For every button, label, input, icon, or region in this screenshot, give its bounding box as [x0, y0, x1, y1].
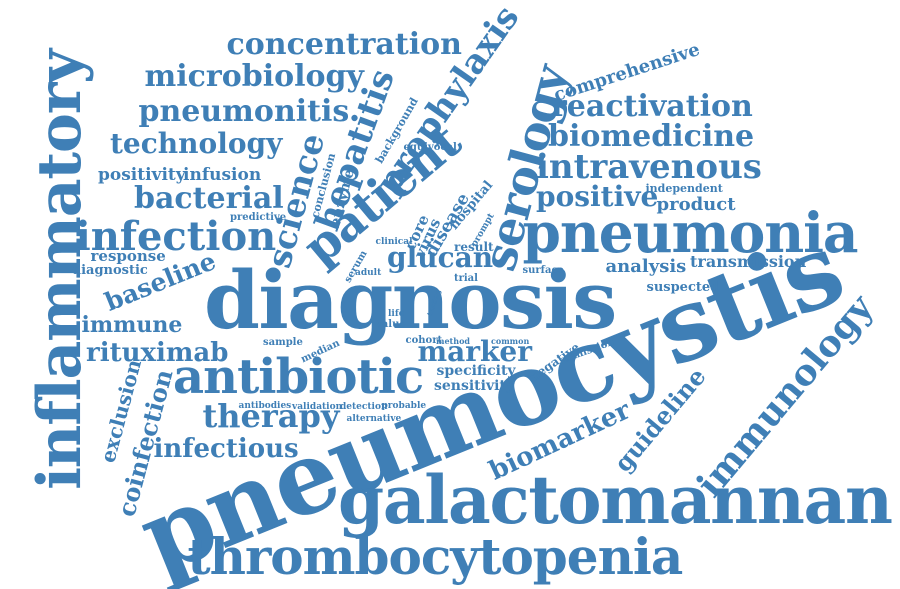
word-diagnostic: diagnostic [72, 264, 148, 277]
word-antibodies: antibodies [239, 402, 292, 411]
word-alternative: alternative [347, 415, 402, 424]
word-specificity: specificity [437, 364, 516, 378]
word-probable: probable [382, 402, 427, 411]
word-positive: positive [536, 183, 658, 211]
word-bacterial: bacterial [134, 184, 284, 214]
word-equivocal: equivocal [404, 143, 457, 153]
word-immune: immune [82, 314, 183, 336]
word-positivity: positivity [98, 167, 186, 184]
word-intravenous: intravenous [536, 150, 762, 184]
word-life: life [388, 310, 404, 319]
word-trial: trial [454, 274, 478, 284]
word-value: value [376, 320, 406, 330]
word-infusion: infusion [183, 167, 261, 184]
word-adult: adult [355, 269, 381, 278]
word-product: product [657, 196, 736, 214]
word-suspected: suspected [647, 281, 720, 294]
word-method: method [436, 337, 470, 345]
word-predictive: predictive [230, 213, 286, 223]
word-microbiology: microbiology [145, 62, 364, 92]
word-concentration: concentration [227, 30, 462, 60]
word-sample: sample [263, 338, 303, 348]
word-validation: validation [292, 403, 342, 412]
word-surface: surface [523, 266, 564, 276]
word-clinical: clinical [376, 238, 413, 247]
word-detection: detection [340, 403, 388, 412]
word-technology: technology [110, 130, 282, 158]
word-common: common [491, 337, 529, 345]
word-analysis: analysis [606, 258, 687, 276]
word-transmission: transmission [690, 254, 806, 270]
word-rituximab: rituximab [86, 340, 228, 366]
word-independent: independent [646, 183, 723, 194]
word-sensitivity: sensitivity [434, 379, 514, 393]
word-infectious: infectious [154, 436, 299, 462]
word-thrombocytopenia: thrombocytopenia [188, 532, 683, 582]
word-galactomannan: galactomannan [338, 467, 892, 533]
word-pneumonitis: pneumonitis [139, 97, 350, 127]
word-biomedicine: biomedicine [548, 122, 754, 152]
word-response: response [91, 249, 166, 264]
